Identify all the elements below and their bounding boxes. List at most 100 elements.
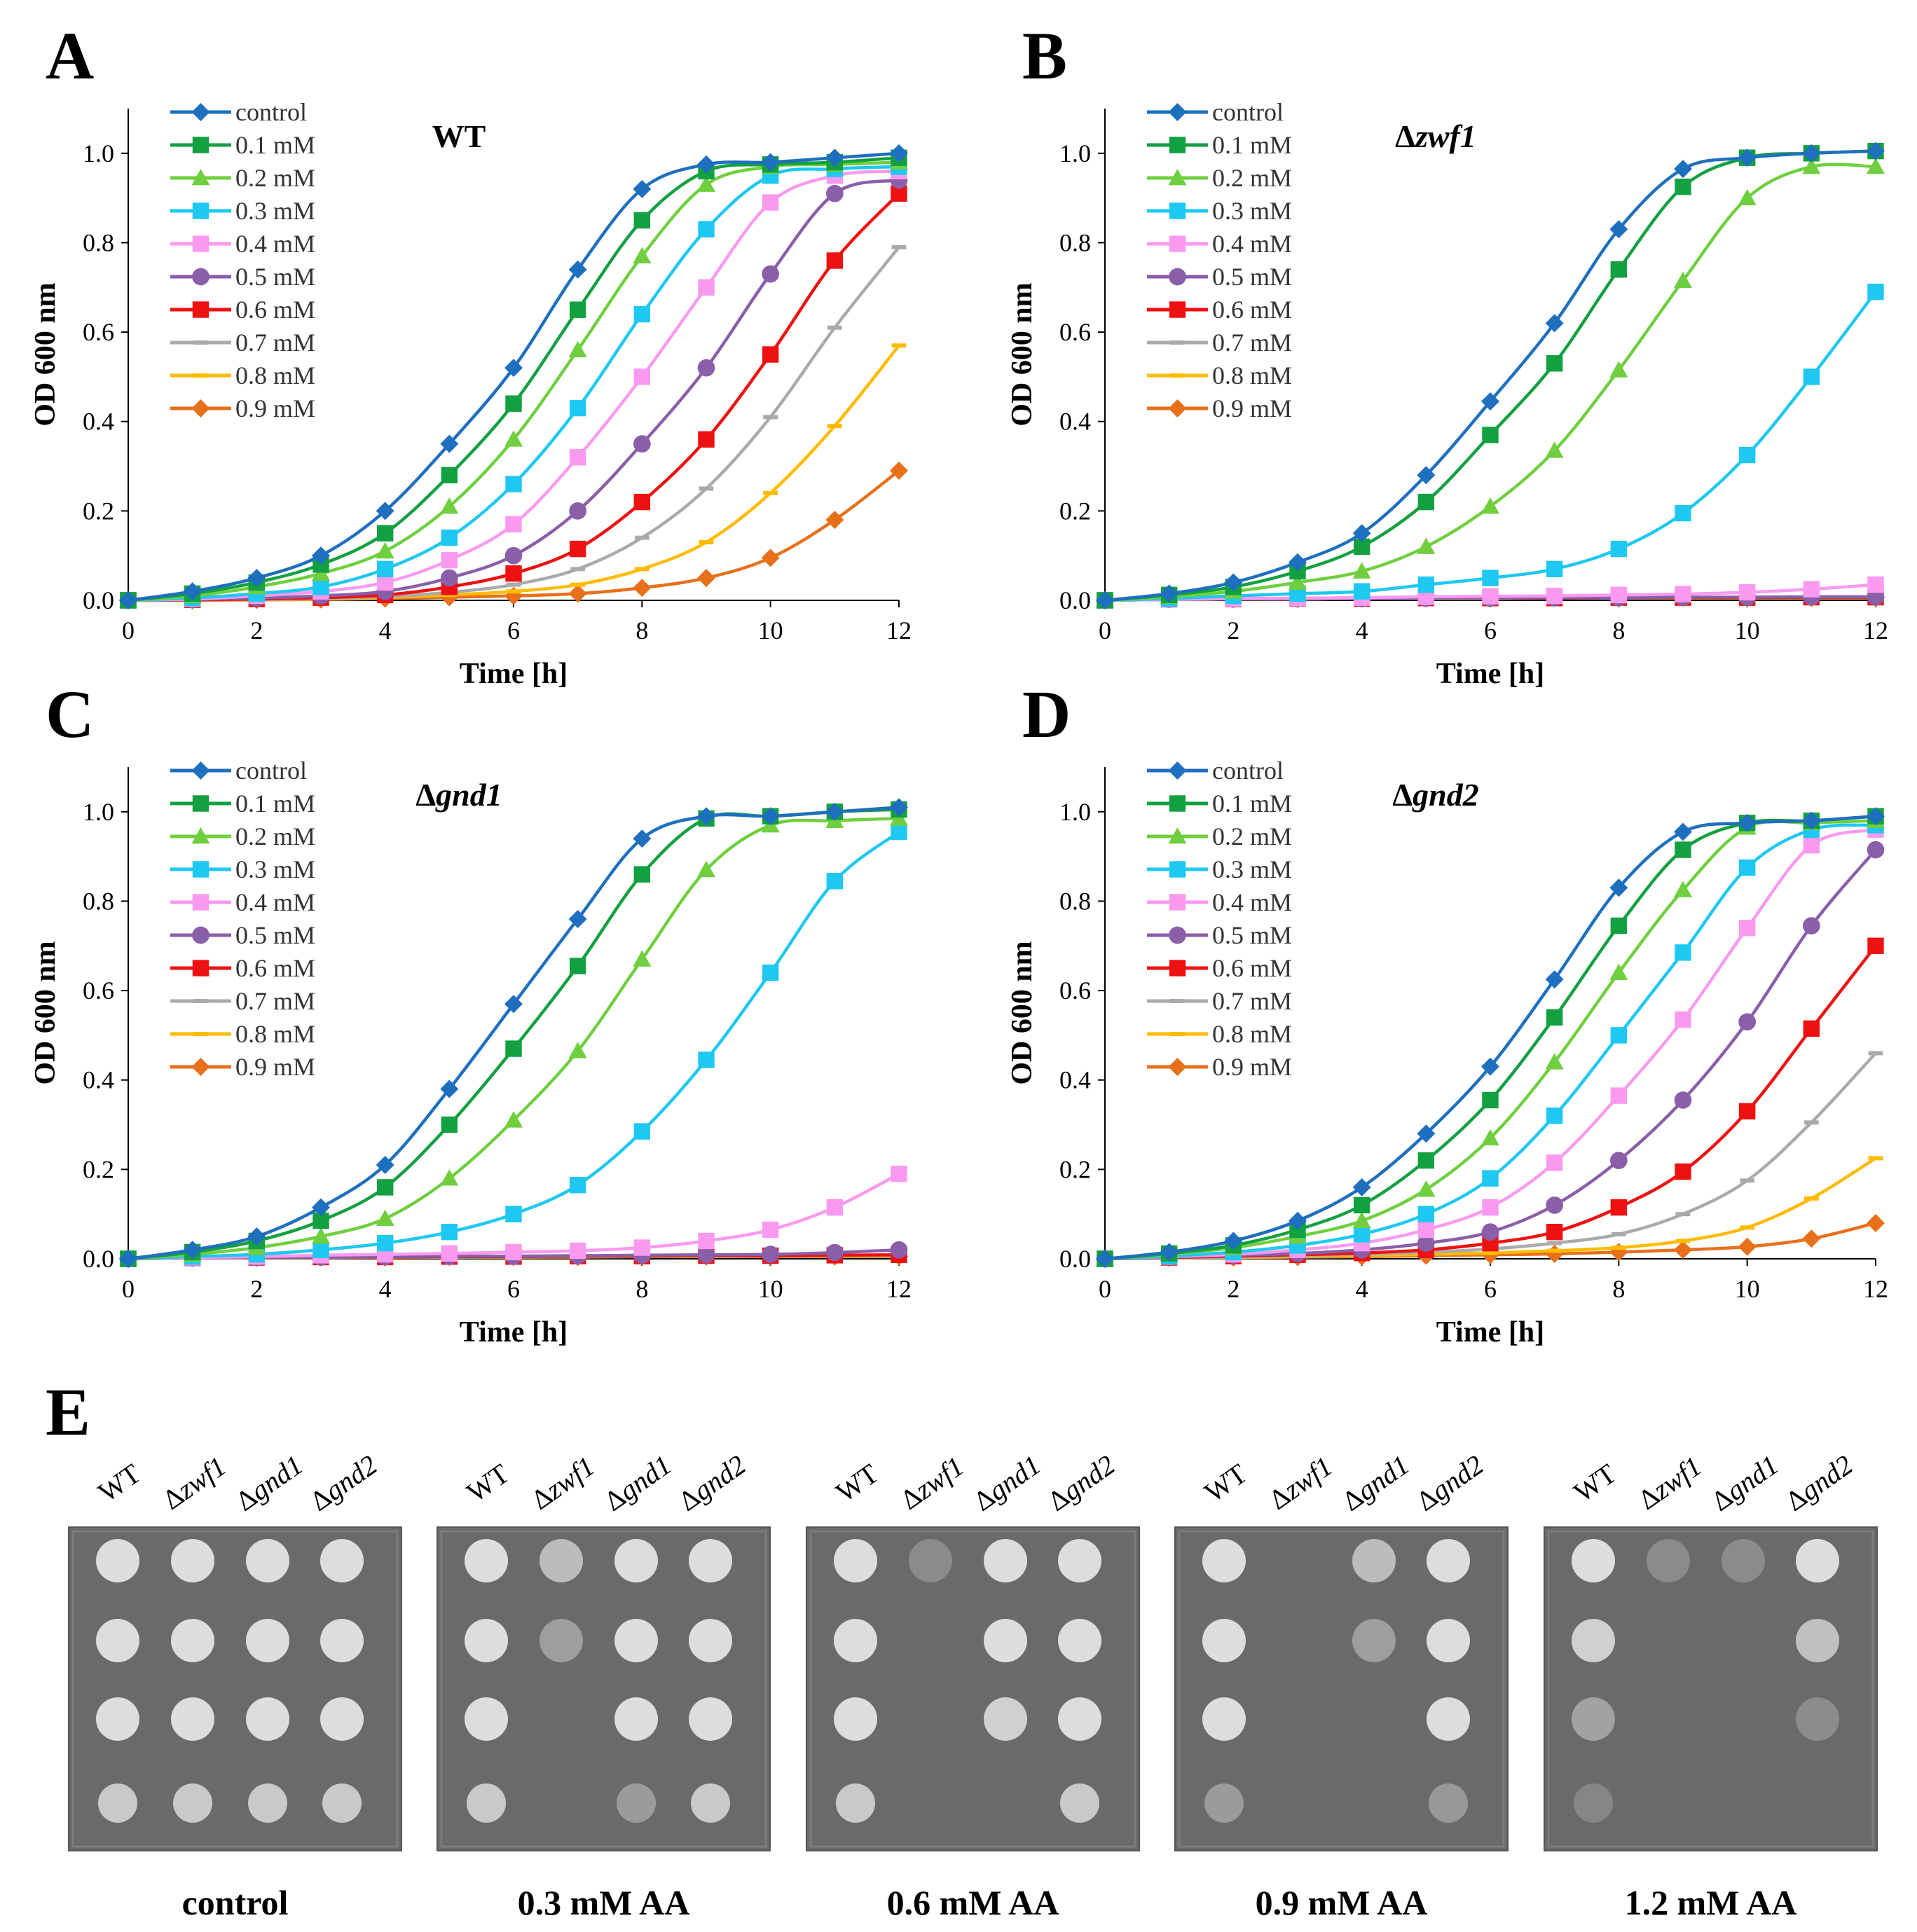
colony-spot — [689, 1697, 732, 1741]
y-axis-label: OD 600 nm — [1006, 282, 1038, 426]
data-point — [633, 179, 652, 198]
data-point — [570, 567, 586, 572]
x-tick-label: 10 — [758, 1275, 783, 1303]
data-point — [1802, 144, 1821, 163]
data-point — [1417, 1206, 1435, 1222]
strain-label: Δzwf1 — [157, 1450, 232, 1516]
strain-label: Δgnd1 — [598, 1449, 677, 1517]
data-point — [762, 1221, 779, 1238]
strain-label: WT — [1199, 1458, 1253, 1509]
data-point — [761, 807, 780, 826]
y-tick-label: 0.0 — [1059, 586, 1091, 614]
strain-label: Δzwf1 — [1633, 1450, 1708, 1516]
data-point — [440, 497, 459, 514]
legend-swatch-marker — [192, 301, 209, 318]
y-tick-label: 0.2 — [83, 1155, 114, 1183]
data-point — [441, 1224, 458, 1241]
data-point — [762, 346, 779, 363]
data-point — [376, 1155, 394, 1174]
data-point — [1867, 157, 1885, 174]
data-point — [1352, 1211, 1371, 1229]
y-axis-label: OD 600 nm — [29, 941, 62, 1084]
data-point — [1545, 314, 1564, 333]
y-tick-label: 0.8 — [1059, 887, 1091, 915]
data-point — [506, 582, 521, 587]
data-point — [1481, 1057, 1499, 1076]
data-point — [1482, 1170, 1499, 1187]
legend-swatch-marker — [1170, 1032, 1185, 1036]
data-point — [1545, 970, 1564, 989]
legend-entry: 0.6 mM — [1212, 296, 1292, 324]
strain-label: WT — [92, 1458, 146, 1509]
data-point — [1802, 1229, 1821, 1248]
legend: control 0.1 mM 0.2 mM 0.3 mM 0.4 mM 0.5 mM 0.6… — [1147, 98, 1292, 422]
colony-spot — [171, 1697, 214, 1741]
data-point — [1674, 160, 1692, 179]
data-point — [633, 950, 652, 967]
legend-entry: 0.7 mM — [1212, 329, 1292, 357]
legend-swatch-marker — [1169, 861, 1186, 878]
data-point — [1738, 149, 1757, 167]
legend-swatch-marker — [192, 137, 209, 153]
data-point — [1867, 576, 1884, 593]
legend-swatch-marker — [1168, 827, 1187, 844]
data-point — [698, 1232, 715, 1250]
legend-entry: 0.7 mM — [235, 987, 315, 1015]
colony-spot — [1796, 1619, 1839, 1662]
legend-entry: 0.8 mM — [235, 1020, 315, 1048]
data-point — [891, 185, 907, 202]
data-point — [312, 1227, 330, 1244]
data-point — [762, 964, 779, 981]
data-point — [505, 1040, 522, 1057]
data-point — [697, 359, 715, 377]
data-point — [1675, 586, 1691, 602]
data-point — [890, 798, 908, 817]
plate-rim — [1547, 1530, 1874, 1848]
colony-spot — [96, 1619, 139, 1662]
data-point — [1546, 1108, 1563, 1124]
y-tick-label: 0.0 — [83, 1245, 114, 1273]
colony-spot — [1427, 1539, 1470, 1582]
x-tick-label: 12 — [886, 616, 912, 644]
legend: control 0.1 mM 0.2 mM 0.3 mM 0.4 mM 0.5 mM 0.6… — [1147, 757, 1292, 1081]
data-point — [1802, 157, 1821, 174]
legend-swatch-marker — [1169, 137, 1186, 153]
data-point — [890, 1241, 908, 1259]
y-tick-label: 1.0 — [1059, 798, 1091, 826]
legend-swatch-marker — [1168, 761, 1187, 780]
colony-spot — [246, 1619, 289, 1662]
data-point — [762, 1246, 780, 1263]
data-point — [1802, 811, 1821, 830]
plate-condition-label: 0.3 mM AA — [518, 1883, 690, 1922]
legend-swatch-marker — [191, 169, 210, 186]
colony-spot — [248, 1783, 287, 1823]
strain-label: Δgnd2 — [1410, 1449, 1489, 1517]
data-point — [1674, 271, 1692, 289]
data-point — [1610, 1027, 1628, 1044]
data-point — [825, 149, 844, 167]
data-point — [1609, 220, 1628, 239]
data-point — [699, 540, 714, 545]
series-control — [1096, 807, 1885, 1268]
strain-label: Δgnd2 — [304, 1449, 383, 1517]
chart-title: WT — [432, 118, 486, 154]
colony-spot — [540, 1619, 583, 1662]
data-point — [1610, 586, 1628, 604]
legend-swatch-marker — [192, 894, 209, 911]
legend-entry: 0.2 mM — [1212, 822, 1292, 850]
legend-swatch-marker — [1169, 235, 1186, 252]
data-point — [119, 1250, 137, 1268]
data-point — [891, 823, 907, 841]
data-point — [763, 415, 778, 420]
data-point — [376, 1179, 394, 1196]
data-point — [376, 1234, 394, 1252]
strain-label: Δzwf1 — [525, 1450, 600, 1516]
chart-title: Δgnd1 — [415, 777, 502, 813]
colony-spot — [1796, 1697, 1839, 1741]
x-tick-label: 0 — [122, 1275, 135, 1303]
chart-title: Δzwf1 — [1395, 118, 1476, 154]
x-axis-label: Time [h] — [460, 658, 568, 690]
data-point — [1610, 1087, 1628, 1104]
data-point — [119, 591, 137, 609]
data-point — [825, 802, 844, 821]
